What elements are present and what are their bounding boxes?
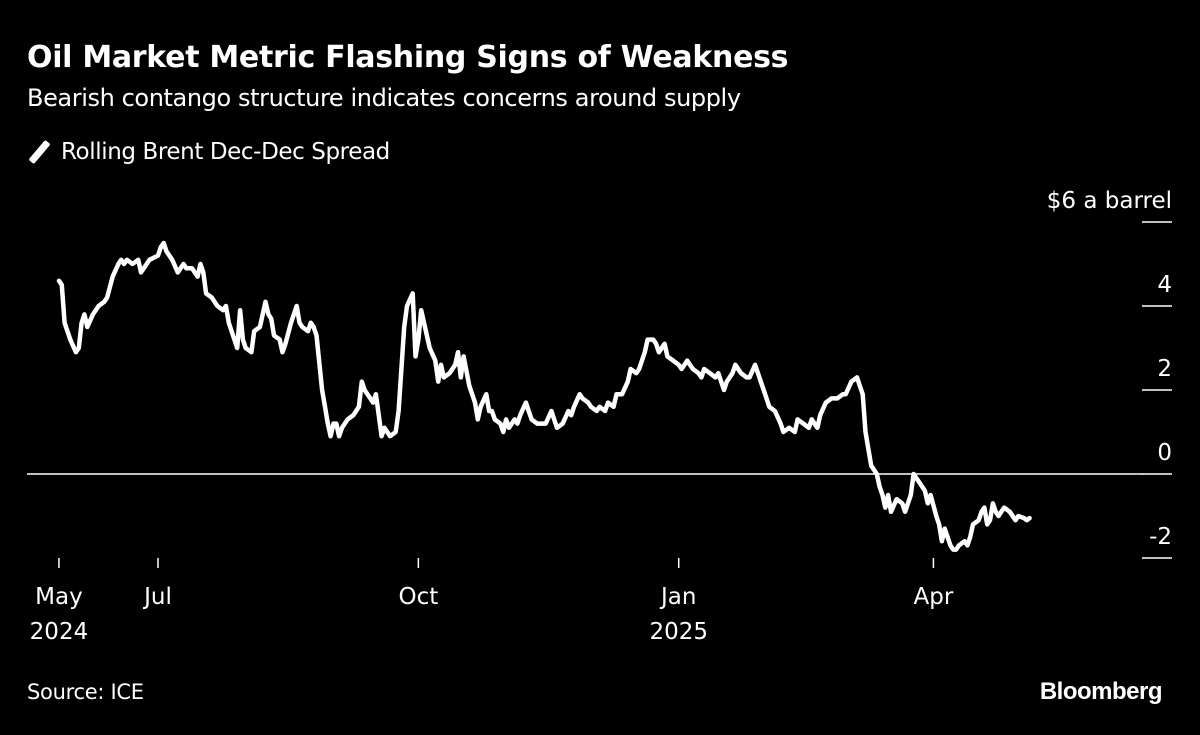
y-tick-label: 4 [1157, 272, 1172, 298]
chart-title: Oil Market Metric Flashing Signs of Weak… [27, 40, 789, 75]
x-tick-label: May [35, 584, 83, 610]
series-line-rolling-brent-spread [56, 240, 1032, 552]
x-tick-label: Apr [914, 584, 954, 610]
legend-label: Rolling Brent Dec-Dec Spread [61, 139, 390, 165]
x-tick-label: Jan [659, 584, 696, 610]
x-tick-year-label: 2024 [30, 619, 89, 645]
y-tick-label: 0 [1157, 440, 1172, 466]
bloomberg-logo: Bloomberg [1039, 678, 1163, 705]
x-tick-year-label: 2025 [649, 619, 708, 645]
y-axis: $6 a barrel 4 2 0 -2 [1047, 188, 1172, 559]
chart-subtitle: Bearish contango structure indicates con… [27, 84, 741, 112]
x-axis: May 2024 Jul Oct Jan 2025 Apr [30, 558, 954, 645]
legend: Rolling Brent Dec-Dec Spread [28, 139, 390, 165]
x-tick-label: Jul [142, 584, 172, 610]
y-tick-label: -2 [1149, 524, 1172, 550]
source-note: Source: ICE [27, 680, 144, 704]
y-tick-label: 2 [1157, 356, 1172, 382]
x-tick-label: Oct [398, 584, 438, 610]
y-tick-label: $6 a barrel [1047, 188, 1172, 214]
